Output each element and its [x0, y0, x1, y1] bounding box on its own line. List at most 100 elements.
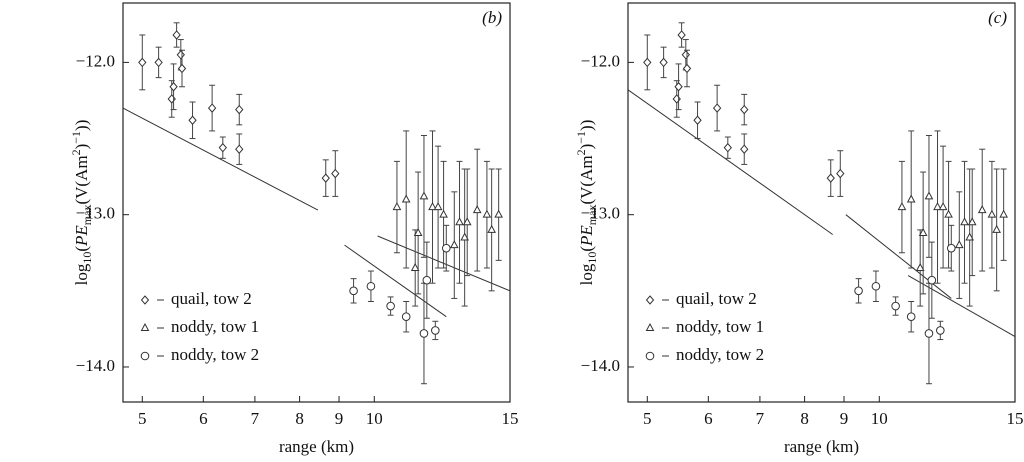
triangle-marker: [938, 202, 948, 211]
y-axis-label: log10(PEmax(V(Am2)−1)): [69, 120, 94, 286]
diamond-marker: [826, 173, 835, 183]
triangle-marker: [472, 205, 482, 214]
triangle-marker: [944, 209, 953, 218]
diamond-marker: [674, 82, 683, 92]
circle-marker: [927, 275, 937, 285]
diamond-marker: [207, 103, 217, 113]
plot-frame: [627, 2, 1016, 403]
diamond-marker: [712, 103, 722, 113]
triangle-marker: [965, 232, 975, 241]
y-label-part: (: [577, 246, 596, 252]
diamond-marker: [643, 57, 652, 68]
triangle-marker: [933, 202, 942, 211]
plot-frame: [122, 2, 511, 403]
diamond-marker: [693, 115, 702, 126]
triangle-marker: [987, 209, 997, 218]
legend-label: noddy, tow 1: [171, 317, 259, 336]
fit-line: [907, 275, 1016, 337]
triangle-marker: [462, 217, 472, 226]
y-label-part: )): [577, 120, 596, 131]
legend-marker: [645, 295, 655, 305]
y-label-part: −1: [574, 131, 588, 144]
x-tick-label: 7: [756, 409, 765, 428]
legend-label: quail, tow 2: [676, 289, 757, 308]
circle-marker: [431, 326, 440, 335]
circle-marker: [422, 275, 432, 285]
diamond-marker: [723, 142, 732, 153]
diamond-marker: [167, 94, 176, 104]
y-label-part: ): [72, 144, 91, 150]
x-tick-label: 5: [643, 409, 652, 428]
triangle-marker: [954, 240, 964, 249]
y-label-part: max: [585, 205, 599, 226]
diamond-marker: [331, 168, 340, 179]
triangle-marker: [439, 209, 448, 218]
triangle-marker: [967, 217, 977, 226]
triangle-marker: [433, 202, 443, 211]
diamond-marker: [172, 30, 181, 40]
y-label-part: 2: [574, 149, 588, 155]
triangle-marker: [401, 194, 411, 203]
y-tick-label: −12.0: [76, 51, 115, 70]
circle-marker: [924, 329, 934, 338]
y-label-part: −1: [69, 131, 83, 144]
triangle-marker: [392, 202, 402, 211]
y-label-part: 10: [585, 252, 599, 264]
legend-label: noddy, tow 1: [676, 317, 764, 336]
x-tick-label: 8: [800, 409, 809, 428]
diamond-marker: [138, 57, 147, 68]
legend-marker: [645, 351, 655, 361]
y-label-part: PE: [72, 225, 91, 247]
diamond-marker: [176, 50, 185, 60]
x-tick-label: 6: [704, 409, 713, 428]
diamond-marker: [659, 57, 668, 68]
x-tick-label: 15: [1007, 409, 1024, 428]
diamond-marker: [169, 82, 178, 92]
circle-marker: [349, 286, 358, 296]
diamond-marker: [235, 144, 244, 154]
y-tick-label: −14.0: [76, 356, 115, 375]
legend-marker: [645, 322, 655, 331]
triangle-marker: [449, 240, 459, 249]
circle-marker: [946, 243, 956, 253]
fit-line: [344, 244, 447, 318]
diamond-marker: [681, 50, 690, 60]
x-tick-label: 5: [138, 409, 147, 428]
triangle-marker: [992, 224, 1001, 233]
triangle-marker: [419, 191, 429, 200]
legend-label: noddy, tow 2: [171, 345, 259, 364]
y-label-part: (V(Am: [577, 155, 596, 204]
triangle-marker: [428, 202, 437, 211]
fit-line: [122, 107, 319, 211]
triangle-marker: [494, 209, 503, 218]
x-axis-label: range (km): [279, 437, 354, 456]
x-tick-label: 10: [871, 409, 888, 428]
x-tick-label: 9: [840, 409, 849, 428]
diamond-marker: [836, 168, 845, 179]
circle-marker: [854, 286, 863, 296]
diamond-marker: [235, 104, 244, 115]
y-axis-label: log10(PEmax(V(Am2)−1)): [574, 120, 599, 286]
triangle-marker: [999, 209, 1008, 218]
circle-marker: [871, 281, 881, 291]
triangle-marker: [897, 202, 907, 211]
legend-label: quail, tow 2: [171, 289, 252, 308]
x-tick-label: 15: [502, 409, 519, 428]
y-label-part: 2: [69, 149, 83, 155]
y-label-part: )): [72, 120, 91, 131]
circle-marker: [936, 326, 945, 335]
y-tick-label: −14.0: [581, 356, 620, 375]
circle-marker: [441, 243, 451, 253]
triangle-marker: [460, 232, 470, 241]
circle-marker: [386, 301, 395, 311]
circle-marker: [891, 301, 900, 311]
y-label-part: log: [72, 263, 91, 285]
diamond-marker: [740, 104, 749, 115]
circle-marker: [366, 281, 376, 291]
x-axis-label: range (km): [784, 437, 859, 456]
panel-label: (c): [988, 8, 1007, 27]
legend-marker: [140, 295, 150, 305]
fit-line: [627, 89, 833, 235]
triangle-marker: [413, 227, 423, 236]
